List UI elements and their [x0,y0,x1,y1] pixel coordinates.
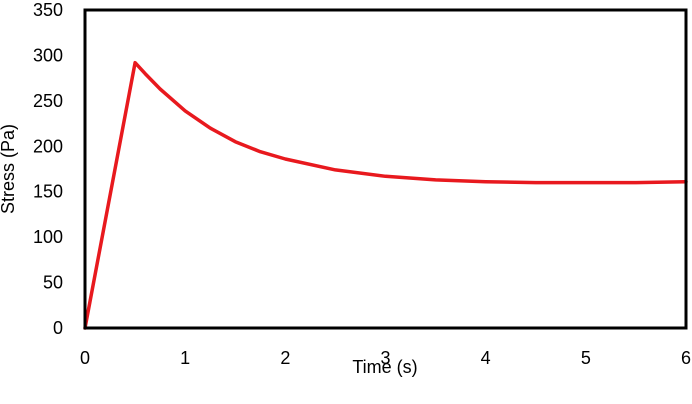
x-tick-label: 3 [380,348,390,368]
x-tick-label: 4 [481,348,491,368]
x-tick-label: 0 [80,348,90,368]
series-line [83,60,688,330]
x-tick-label: 1 [180,348,190,368]
y-tick-label: 150 [33,182,63,202]
x-axis-ticks: 0 1 2 3 4 5 6 [80,348,691,368]
y-tick-label: 0 [53,318,63,338]
x-tick-label: 2 [280,348,290,368]
y-tick-label: 250 [33,91,63,111]
x-tick-label: 6 [681,348,691,368]
y-tick-label: 350 [33,0,63,20]
y-axis-title: Stress (Pa) [0,124,18,214]
x-tick-label: 5 [581,348,591,368]
plot-frame [83,8,688,330]
y-tick-label: 100 [33,227,63,247]
x-axis-title: Time (s) [352,357,417,377]
y-tick-label: 50 [43,273,63,293]
y-tick-label: 200 [33,136,63,156]
y-tick-label: 300 [33,45,63,65]
plot-area [83,60,688,330]
y-axis-ticks: 0 50 100 150 200 250 300 350 [33,0,63,338]
